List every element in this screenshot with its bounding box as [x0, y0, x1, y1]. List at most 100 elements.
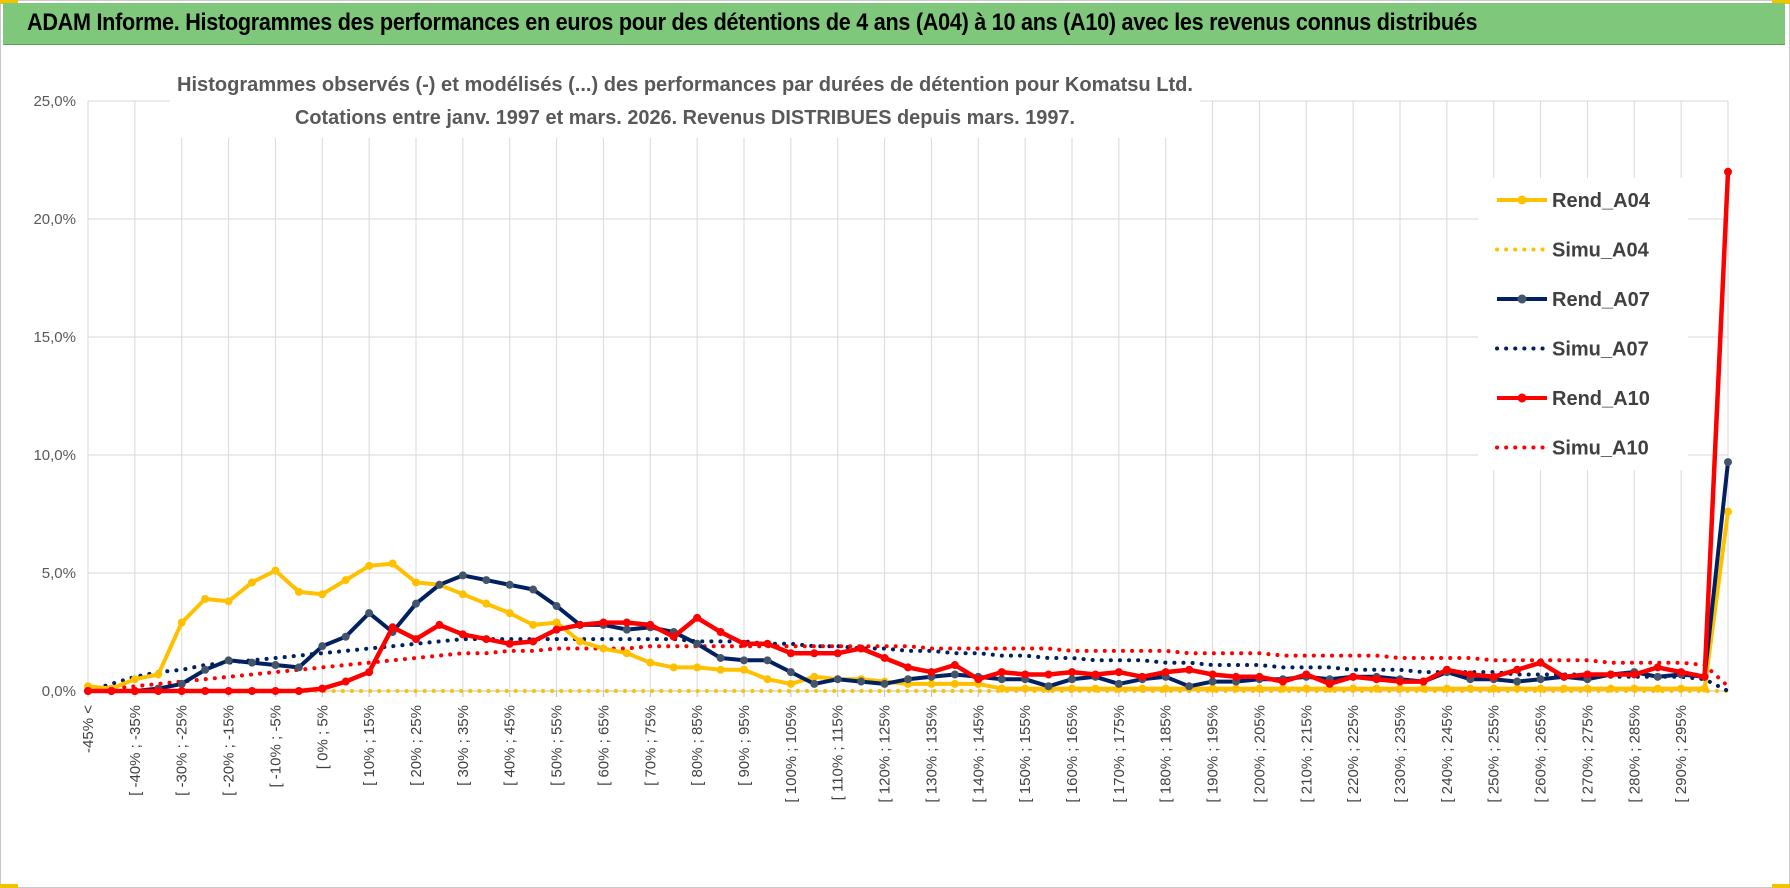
data-point-rend-a10	[1068, 668, 1076, 677]
data-point-rend-a10	[341, 677, 350, 686]
data-point-rend-a10	[1021, 670, 1030, 679]
data-point-rend-a10	[1489, 672, 1498, 681]
data-point-rend-a04	[716, 665, 725, 674]
data-point-rend-a10	[1091, 670, 1100, 679]
y-tick-label: 10,0%	[33, 447, 76, 464]
x-tick-label: [ 230% ; 235%	[1392, 705, 1409, 803]
x-tick-label: [ 170% ; 175%	[1111, 705, 1128, 803]
legend-marker-rend-a07	[1517, 294, 1527, 304]
data-point-rend-a10	[599, 618, 608, 627]
x-tick-label: [ 140% ; 145%	[970, 705, 987, 803]
corner-accent	[1772, 0, 1790, 4]
data-point-rend-a04	[1583, 684, 1592, 693]
x-tick-label: [ 260% ; 265%	[1533, 705, 1550, 803]
data-point-rend-a04	[388, 559, 397, 568]
chart-title-bg	[170, 62, 1200, 138]
data-point-rend-a10	[154, 687, 163, 695]
data-point-rend-a04	[622, 649, 631, 658]
data-point-rend-a10	[318, 684, 327, 693]
data-point-rend-a04	[1466, 684, 1475, 693]
data-point-rend-a07	[880, 679, 889, 688]
x-tick-label: [ 240% ; 245%	[1439, 705, 1456, 803]
legend-marker-rend-a10	[1517, 393, 1527, 403]
data-point-rend-a07	[786, 668, 795, 677]
data-point-rend-a04	[294, 587, 303, 596]
report-header: ADAM Informe. Histogrammes des performan…	[3, 3, 1785, 45]
data-point-rend-a10	[1396, 677, 1404, 686]
data-point-rend-a04	[576, 637, 584, 646]
data-point-rend-a10	[693, 613, 702, 622]
data-point-rend-a10	[1724, 167, 1732, 176]
data-point-rend-a07	[622, 625, 631, 634]
legend-marker-rend-a04	[1517, 195, 1527, 205]
series-line-rend-a04	[87, 511, 1730, 691]
data-point-rend-a07	[552, 602, 561, 611]
data-point-rend-a10	[201, 687, 210, 695]
data-point-rend-a04	[365, 561, 374, 570]
data-point-rend-a10	[669, 632, 678, 641]
legend-label-rend-a07: Rend_A07	[1552, 289, 1650, 311]
x-tick-label: [ -20% ; -15%	[221, 705, 238, 796]
data-point-rend-a10	[786, 649, 795, 658]
series-line-rend-a07	[88, 461, 1730, 693]
data-point-rend-a10	[271, 687, 280, 695]
x-tick-label: [ 210% ; 215%	[1298, 705, 1315, 803]
data-point-rend-a04	[1255, 684, 1264, 693]
data-point-rend-a10	[740, 639, 748, 648]
data-point-rend-a10	[248, 687, 256, 695]
data-point-rend-a04	[529, 620, 538, 629]
chart-title: Histogrammes observés (-) et modélisés (…	[177, 74, 1193, 96]
data-point-rend-a04	[271, 566, 280, 575]
data-point-rend-a07	[201, 665, 210, 674]
data-point-rend-a04	[1138, 684, 1147, 693]
data-point-rend-a10	[904, 663, 912, 672]
data-point-rend-a07	[1114, 679, 1123, 688]
data-point-rend-a10	[177, 687, 186, 695]
data-point-rend-a10	[1325, 679, 1334, 688]
data-point-rend-a10	[1466, 670, 1475, 679]
x-tick-label: [ 40% ; 45%	[502, 705, 519, 786]
data-point-rend-a10	[1700, 672, 1709, 681]
x-tick-label: [ 190% ; 195%	[1205, 705, 1222, 803]
x-tick-label: [ 280% ; 285%	[1626, 705, 1643, 803]
x-tick-label: [ -40% ; -35%	[127, 705, 144, 796]
data-point-rend-a10	[1442, 665, 1451, 674]
data-point-rend-a04	[1372, 684, 1381, 693]
data-point-rend-a04	[997, 684, 1006, 693]
data-point-rend-a10	[974, 675, 983, 684]
data-point-rend-a04	[693, 663, 702, 672]
data-point-rend-a10	[1185, 665, 1194, 674]
data-point-rend-a04	[1232, 684, 1240, 693]
data-point-rend-a07	[435, 580, 444, 589]
data-point-rend-a07	[810, 679, 819, 688]
corner-accent	[0, 884, 18, 888]
data-point-rend-a07	[341, 632, 350, 641]
legend-label-simu-a07: Simu_A07	[1552, 339, 1649, 361]
x-axis: -45% < [ -40% ; -35% [ -30% ; -25% [ -20% ;…	[80, 705, 1690, 803]
x-tick-label: [ 290% ; 295%	[1673, 705, 1690, 803]
data-point-rend-a10	[1560, 672, 1568, 681]
data-point-rend-a10	[927, 668, 936, 677]
data-point-rend-a07	[693, 639, 702, 648]
data-point-rend-a10	[950, 661, 959, 670]
data-point-rend-a07	[857, 677, 866, 686]
y-tick-label: 15,0%	[33, 329, 76, 346]
data-point-rend-a04	[763, 675, 772, 684]
data-point-rend-a10	[1114, 668, 1123, 677]
data-point-rend-a10	[482, 635, 491, 644]
legend-label-rend-a04: Rend_A04	[1552, 190, 1651, 212]
data-point-rend-a10	[224, 687, 233, 695]
data-point-rend-a07	[1653, 672, 1662, 681]
data-point-rend-a04	[1208, 684, 1217, 693]
data-point-rend-a07	[248, 658, 256, 667]
x-tick-label: [ 10% ; 15%	[361, 705, 378, 786]
data-point-rend-a07	[294, 663, 303, 672]
data-point-rend-a07	[763, 656, 772, 665]
data-point-rend-a04	[458, 590, 467, 599]
x-tick-label: [ 150% ; 155%	[1017, 705, 1034, 803]
data-point-rend-a07	[1044, 682, 1053, 691]
data-point-rend-a10	[294, 687, 303, 695]
data-point-rend-a04	[1513, 684, 1522, 693]
data-point-rend-a07	[482, 576, 491, 585]
data-point-rend-a04	[248, 578, 256, 587]
